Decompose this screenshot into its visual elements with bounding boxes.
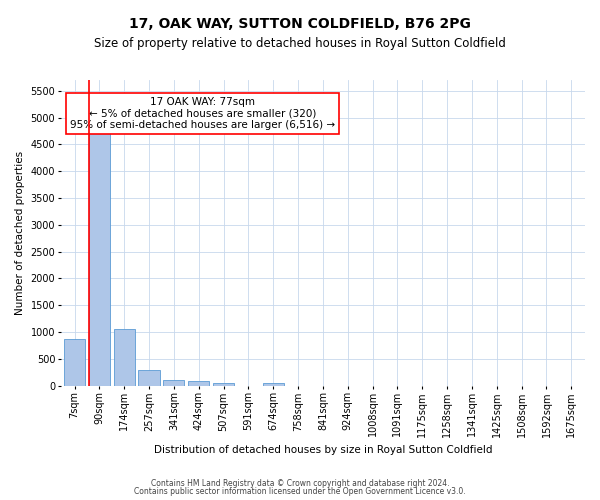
Bar	[188, 382, 209, 386]
Bar	[163, 380, 184, 386]
X-axis label: Distribution of detached houses by size in Royal Sutton Coldfield: Distribution of detached houses by size …	[154, 445, 492, 455]
Text: Contains public sector information licensed under the Open Government Licence v3: Contains public sector information licen…	[134, 487, 466, 496]
Bar	[213, 382, 234, 386]
Text: 17, OAK WAY, SUTTON COLDFIELD, B76 2PG: 17, OAK WAY, SUTTON COLDFIELD, B76 2PG	[129, 18, 471, 32]
Bar	[64, 339, 85, 386]
Bar	[139, 370, 160, 386]
Bar	[263, 382, 284, 386]
Bar	[89, 94, 110, 386]
Y-axis label: Number of detached properties: Number of detached properties	[15, 150, 25, 315]
Bar	[113, 329, 135, 386]
Text: Size of property relative to detached houses in Royal Sutton Coldfield: Size of property relative to detached ho…	[94, 38, 506, 51]
Text: 17 OAK WAY: 77sqm
← 5% of detached houses are smaller (320)
95% of semi-detached: 17 OAK WAY: 77sqm ← 5% of detached house…	[70, 97, 335, 130]
Text: Contains HM Land Registry data © Crown copyright and database right 2024.: Contains HM Land Registry data © Crown c…	[151, 478, 449, 488]
